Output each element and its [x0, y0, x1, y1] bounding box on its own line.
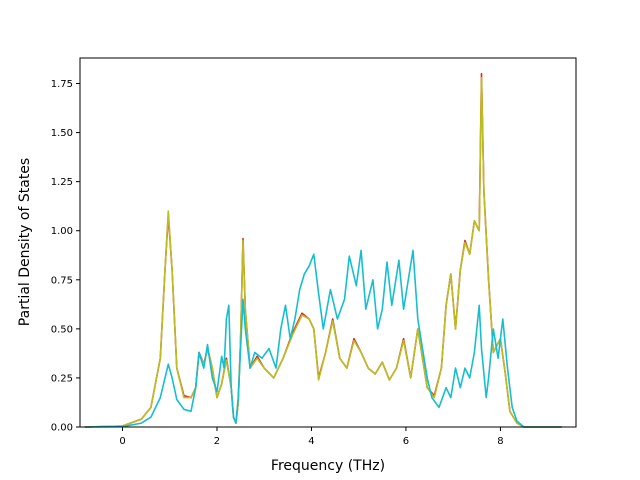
x-tick-label: 8: [497, 436, 503, 447]
y-tick-label: 0.50: [51, 324, 73, 335]
y-axis-label: Partial Density of States: [17, 158, 33, 326]
y-tick-label: 1.00: [51, 226, 73, 237]
x-tick-label: 0: [119, 436, 125, 447]
y-tick-label: 1.50: [51, 128, 73, 139]
x-tick-label: 2: [214, 436, 220, 447]
x-axis-label: Frequency (THz): [271, 458, 385, 474]
series-line-2: [84, 249, 562, 428]
y-tick-label: 1.25: [51, 177, 73, 188]
y-tick-label: 1.75: [51, 79, 73, 90]
series-layer: [84, 72, 562, 428]
x-tick-label: 6: [403, 436, 409, 447]
plot-area: [80, 58, 576, 427]
y-tick-label: 0.25: [51, 373, 73, 384]
y-tick-label: 0.75: [51, 275, 73, 286]
y-tick-label: 0.00: [51, 423, 73, 434]
y-axis-ticks: 0.00 0.25 0.50 0.75 1.00 1.25 1.50 1.75: [51, 79, 80, 434]
x-axis-ticks: 0 2 4 6 8: [119, 427, 504, 447]
x-tick-label: 4: [308, 436, 314, 447]
plot-frame: [79, 57, 577, 428]
